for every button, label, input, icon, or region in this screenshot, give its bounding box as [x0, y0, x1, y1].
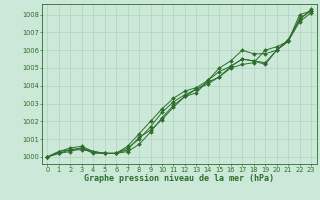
X-axis label: Graphe pression niveau de la mer (hPa): Graphe pression niveau de la mer (hPa): [84, 174, 274, 183]
